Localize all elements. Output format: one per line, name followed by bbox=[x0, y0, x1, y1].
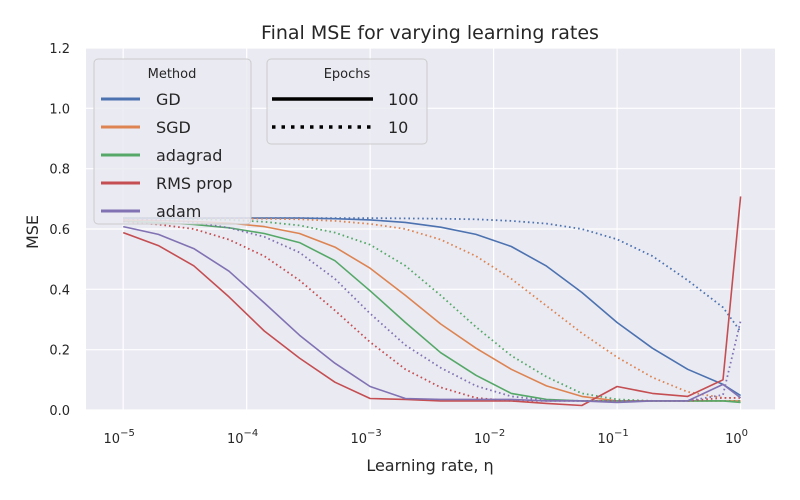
x-tick-label: 10−5 bbox=[104, 428, 135, 447]
chart-title: Final MSE for varying learning rates bbox=[261, 22, 599, 44]
legend-label: RMS prop bbox=[156, 174, 233, 193]
x-tick-label: 10−3 bbox=[350, 428, 381, 447]
legend-label: adam bbox=[156, 202, 201, 221]
x-tick-base: 10 bbox=[474, 432, 491, 447]
x-tick-base: 10 bbox=[597, 432, 614, 447]
x-axis-label: Learning rate, η bbox=[366, 456, 493, 475]
y-axis-ticks: 0.0 0.2 0.4 0.6 0.8 1.0 1.2 bbox=[49, 42, 70, 419]
x-tick-label: 100 bbox=[725, 428, 748, 447]
legend-label: 10 bbox=[388, 118, 408, 137]
y-tick-label: 1.2 bbox=[49, 42, 70, 57]
legend-method: Method GD SGD adagrad RMS prop adam bbox=[93, 58, 252, 225]
x-tick-exponent: −4 bbox=[244, 428, 259, 439]
y-tick-label: 0.0 bbox=[49, 404, 70, 419]
series-adam-10-epochs bbox=[123, 217, 742, 402]
x-tick-exponent: −2 bbox=[491, 428, 506, 439]
y-tick-label: 0.6 bbox=[49, 223, 70, 238]
x-tick-base: 10 bbox=[104, 432, 121, 447]
series-rms-prop-100-epochs bbox=[122, 196, 742, 407]
x-tick-exponent: 0 bbox=[742, 428, 748, 439]
x-tick-label: 10−2 bbox=[474, 428, 505, 447]
legend-method-box bbox=[93, 58, 252, 225]
y-tick-label: 0.4 bbox=[49, 283, 70, 298]
y-tick-label: 0.2 bbox=[49, 344, 70, 359]
x-axis-ticks: 10−5 10−4 10−3 10−2 10−1 100 bbox=[104, 428, 749, 447]
x-tick-exponent: −1 bbox=[614, 428, 629, 439]
x-tick-label: 10−4 bbox=[227, 428, 258, 447]
legend-label: 100 bbox=[388, 90, 419, 109]
legend-epochs-title: Epochs bbox=[324, 67, 371, 82]
x-tick-base: 10 bbox=[350, 432, 367, 447]
legend-label: SGD bbox=[156, 118, 191, 137]
y-axis-label: MSE bbox=[23, 215, 42, 249]
legend-method-title: Method bbox=[148, 67, 197, 82]
x-tick-exponent: −5 bbox=[120, 428, 135, 439]
x-tick-base: 10 bbox=[227, 432, 244, 447]
x-tick-label: 10−1 bbox=[597, 428, 628, 447]
y-tick-label: 1.0 bbox=[49, 102, 70, 117]
x-tick-base: 10 bbox=[725, 432, 742, 447]
legend-label: adagrad bbox=[156, 146, 222, 165]
y-tick-label: 0.8 bbox=[49, 163, 70, 178]
legend-label: GD bbox=[156, 90, 181, 109]
x-tick-exponent: −3 bbox=[367, 428, 382, 439]
series-adam-100-epochs bbox=[123, 225, 742, 404]
legend-epochs: Epochs 100 10 bbox=[266, 58, 428, 145]
legend-epochs-box bbox=[266, 58, 428, 145]
